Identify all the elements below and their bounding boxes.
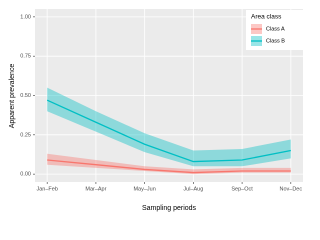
x-tick-label: Jul–Aug [183, 186, 203, 192]
confidence-band [47, 87, 291, 167]
x-tick-label: Nov–Dec [280, 186, 303, 192]
x-axis-title: Sampling periods [142, 205, 197, 212]
y-axis-title: Apparent prevalence [9, 64, 16, 129]
y-tick-label: 0.50 [20, 93, 31, 99]
legend-box [246, 10, 304, 50]
x-tick-label: Sep–Oct [231, 186, 253, 192]
x-tick-label: Jan–Feb [36, 186, 57, 192]
y-tick-label: 0.75 [20, 54, 31, 60]
legend-label: Class B [266, 38, 285, 44]
y-tick-label: 0.00 [20, 172, 31, 178]
line [47, 159, 291, 174]
chart: Sampling periods Apparent prevalence 0.0… [9, 9, 304, 212]
x-tick-label: May–Jun [133, 186, 155, 192]
y-tick-label: 1.00 [20, 14, 31, 20]
x-tick-label: Mar–Apr [85, 186, 106, 192]
line [46, 99, 291, 163]
y-tick-label: 0.25 [20, 132, 31, 138]
legend-title: Area class [251, 14, 282, 21]
confidence-band [47, 153, 291, 175]
legend-label: Class A [266, 26, 285, 32]
